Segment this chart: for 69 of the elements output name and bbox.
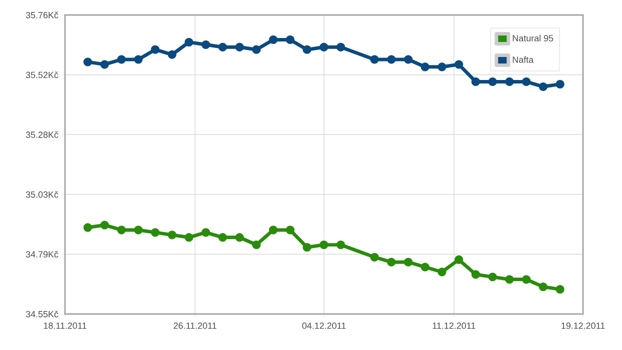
point <box>370 252 379 262</box>
point <box>387 55 396 64</box>
point <box>134 226 143 234</box>
point <box>218 233 228 242</box>
point <box>184 38 194 47</box>
x-tick-label: 04.12.2011 <box>302 322 346 329</box>
point <box>320 240 328 250</box>
y-tick-label: 35.03Kč <box>26 191 58 198</box>
point <box>286 226 294 234</box>
point <box>201 40 210 49</box>
point <box>336 240 346 250</box>
point <box>522 77 531 86</box>
point <box>117 226 126 234</box>
point <box>420 62 430 72</box>
point <box>320 42 328 52</box>
point <box>100 60 109 69</box>
point <box>488 77 497 86</box>
point <box>488 272 497 282</box>
y-tick-label: 34.55Kč <box>26 310 58 318</box>
point <box>117 55 126 64</box>
point <box>556 80 564 89</box>
point <box>471 77 480 86</box>
point <box>302 242 312 252</box>
point <box>404 55 413 64</box>
point <box>370 55 379 64</box>
point <box>454 255 464 264</box>
point <box>235 42 244 52</box>
point <box>168 50 176 59</box>
point <box>522 275 531 284</box>
point <box>420 262 430 272</box>
x-tick-label: 11.12.2011 <box>432 322 476 329</box>
point <box>454 60 464 69</box>
point <box>404 258 413 266</box>
point <box>268 226 278 234</box>
point <box>150 228 160 237</box>
point <box>134 55 143 64</box>
point <box>538 282 548 292</box>
y-tick-label: 35.76Kč <box>26 12 58 18</box>
point <box>235 233 244 242</box>
point <box>218 42 228 52</box>
x-tick-label: 19.12.2011 <box>562 322 605 329</box>
point <box>505 275 514 284</box>
point <box>556 284 564 294</box>
point <box>150 45 160 54</box>
point <box>252 45 261 54</box>
y-tick-label: 34.79Kč <box>26 250 58 258</box>
point <box>302 45 312 54</box>
point <box>471 270 480 279</box>
point <box>538 82 548 91</box>
point <box>438 62 446 72</box>
point <box>286 35 294 44</box>
y-tick-label: 35.52Kč <box>26 71 58 78</box>
point <box>168 230 176 240</box>
point <box>387 258 396 266</box>
legend-label: Nafta <box>512 56 534 63</box>
point <box>505 77 514 86</box>
x-tick-label: 18.11.2011 <box>44 322 86 329</box>
point <box>268 35 278 44</box>
point <box>83 58 92 66</box>
point <box>184 233 194 242</box>
point <box>336 42 346 52</box>
point <box>83 223 92 232</box>
x-tick-label: 26.11.2011 <box>174 322 216 329</box>
legend-label: Natural 95 <box>512 34 554 42</box>
point <box>201 228 210 237</box>
point <box>438 268 446 276</box>
point <box>252 240 261 250</box>
y-tick-label: 35.28Kč <box>26 131 58 138</box>
point <box>100 220 109 230</box>
